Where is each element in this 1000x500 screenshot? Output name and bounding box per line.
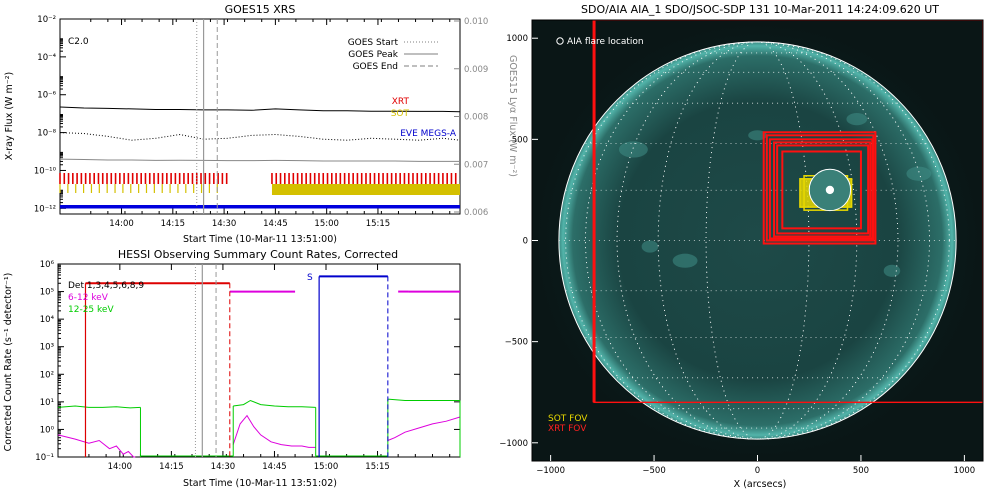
hessi-y-tick-label: 10¹: [40, 398, 54, 408]
goes-x-axis-label: Start Time (10-Mar-11 13:51:00): [183, 234, 337, 245]
goes-class-label: C2.0: [68, 37, 89, 47]
goes-panel: GOES15 XRS 10⁻² 10⁻⁴ 10⁻⁶ 10⁻⁸ 10⁻¹⁰ 10⁻¹² 0.…: [4, 3, 518, 245]
hessi-x-tick-label: 14:00: [108, 462, 133, 472]
hessi-panel: HESSI Observing Summary Count Rates, Cor…: [3, 248, 461, 489]
aia-x-tick-label: −1000: [536, 466, 565, 476]
aia-panel: SDO/AIA AIA_1 SDO/JSOC-SDP 131 10-Mar-20…: [499, 3, 984, 490]
goes-y-tick-label: 10⁻²: [37, 15, 56, 25]
goes-y2-tick-label: 0.006: [464, 208, 488, 218]
goes-eve-coverage-bar: [60, 205, 460, 209]
aia-x-tick-label: 0: [755, 466, 760, 476]
hessi-series-line: [57, 405, 141, 409]
goes-instrument-label: EVE MEGS-A: [400, 129, 457, 139]
goes-x-tick-label: 14:00: [109, 219, 134, 229]
hessi-series-line: [57, 434, 136, 458]
hessi-x-tick-label: 14:15: [159, 462, 184, 472]
hessi-y-axis-label: Corrected Count Rate (s⁻¹ detector⁻¹): [3, 273, 14, 452]
aia-x-axis-label: X (arcsecs): [734, 479, 787, 490]
goes-x-tick-label: 14:30: [212, 219, 237, 229]
aia-xrt-fov: [768, 138, 874, 240]
aia-active-region: [883, 264, 901, 277]
aia-title: SDO/AIA AIA_1 SDO/JSOC-SDP 131 10-Mar-20…: [581, 3, 939, 16]
goes-y-tick-label: 10⁻¹⁰: [34, 166, 57, 176]
hessi-x-tick-label: 14:30: [211, 462, 236, 472]
goes-y-tick-label: 10⁻¹²: [34, 204, 56, 214]
hessi-y-tick-label: 10³: [40, 343, 54, 353]
aia-y-tick-label: 0: [523, 237, 528, 247]
hessi-x-tick-label: 14:45: [262, 462, 287, 472]
goes-legend-label: GOES Peak: [348, 50, 398, 60]
aia-sot-fov-label: SOT FOV: [548, 414, 588, 424]
goes-x-tick-label: 14:45: [263, 219, 288, 229]
hessi-series-line: [387, 398, 460, 401]
aia-active-region: [672, 253, 698, 268]
hessi-y-tick-label: 10²: [40, 370, 54, 380]
aia-y-tick-label: −500: [505, 338, 528, 348]
aia-longitude-line: [585, 41, 930, 440]
aia-flare-location-marker: [556, 37, 564, 45]
aia-xrt-fov-label: XRT FOV: [548, 424, 587, 434]
hessi-y-tick-label: 10⁻¹: [35, 453, 54, 463]
aia-xrt-fov: [781, 150, 862, 230]
hessi-legend-label: Det 1,3,4,5,6,8,9: [68, 281, 144, 291]
aia-x-tick-label: 1000: [954, 466, 976, 476]
goes-x-tick-label: 15:15: [366, 219, 391, 229]
aia-active-region: [846, 113, 868, 126]
hessi-title: HESSI Observing Summary Count Rates, Cor…: [118, 248, 398, 261]
aia-flare-kernel: [825, 185, 835, 195]
goes-title: GOES15 XRS: [225, 3, 296, 16]
hessi-series-line: [233, 399, 316, 408]
goes-y-tick-label: 10⁻⁸: [37, 129, 56, 139]
goes-x-tick-label: 15:00: [314, 219, 339, 229]
hessi-series-line: [387, 416, 461, 441]
aia-longitude-line: [616, 41, 899, 440]
goes-y2-tick-label: 0.008: [464, 113, 488, 123]
hessi-plot-frame: [57, 263, 461, 458]
goes-y-axis-label: X-ray Flux (W m⁻²): [4, 72, 15, 161]
goes-y-tick-label: 10⁻⁴: [37, 53, 56, 63]
aia-flare-location-label: AIA flare location: [567, 37, 644, 47]
aia-x-tick-label: −500: [642, 466, 665, 476]
goes-y2-tick-label: 0.009: [464, 65, 488, 75]
aia-xrt-fov: [765, 134, 875, 242]
hessi-x-tick-label: 15:00: [314, 462, 339, 472]
goes-legend-label: GOES Start: [348, 38, 399, 48]
aia-xrt-fov: [762, 131, 877, 245]
goes-y2-tick-label: 0.007: [464, 160, 488, 170]
aia-y-tick-label: −1000: [499, 439, 528, 449]
goes-y2-tick-label: 0.010: [464, 17, 488, 27]
hessi-y-tick-label: 10⁴: [40, 315, 55, 325]
hessi-y-tick-label: 10⁰: [40, 425, 55, 435]
aia-active-region: [641, 240, 659, 253]
hessi-y-tick-label: 10⁶: [40, 260, 55, 270]
goes-y-tick-label: 10⁻⁶: [37, 91, 56, 101]
aia-longitude-line: [565, 41, 950, 440]
hessi-legend-label: 12-25 keV: [68, 305, 114, 315]
solar-disk: [558, 41, 957, 440]
aia-active-region: [618, 141, 648, 158]
goes-instrument-label: XRT: [392, 97, 410, 107]
goes-series-line: [59, 158, 460, 162]
hessi-x-axis-label: Start Time (10-Mar-11 13:51:02): [183, 478, 337, 489]
hessi-legend-label: 6-12 keV: [68, 293, 109, 303]
goes-legend-label: GOES End: [353, 62, 398, 72]
aia-y-tick-label: 500: [512, 135, 528, 145]
goes-series-line: [59, 132, 461, 141]
hessi-series-line: [232, 414, 316, 448]
hessi-flag-label: S: [307, 273, 313, 283]
goes-instrument-label: SOT: [391, 109, 410, 119]
aia-xrt-fov: [776, 144, 870, 235]
hessi-y-tick-label: 10⁵: [40, 288, 54, 298]
aia-active-region: [748, 130, 767, 141]
goes-x-tick-label: 14:15: [161, 219, 186, 229]
hessi-x-tick-label: 15:15: [365, 462, 390, 472]
aia-xrt-fov: [773, 141, 872, 238]
aia-x-tick-label: 500: [853, 466, 869, 476]
aia-active-region: [906, 166, 932, 181]
aia-y-tick-label: 1000: [506, 34, 528, 44]
goes-sot-coverage-bar: [271, 184, 460, 195]
goes-y2-axis-label: GOES15 Lyα Flux (W m⁻²): [507, 55, 518, 177]
goes-series-line: [59, 106, 461, 113]
